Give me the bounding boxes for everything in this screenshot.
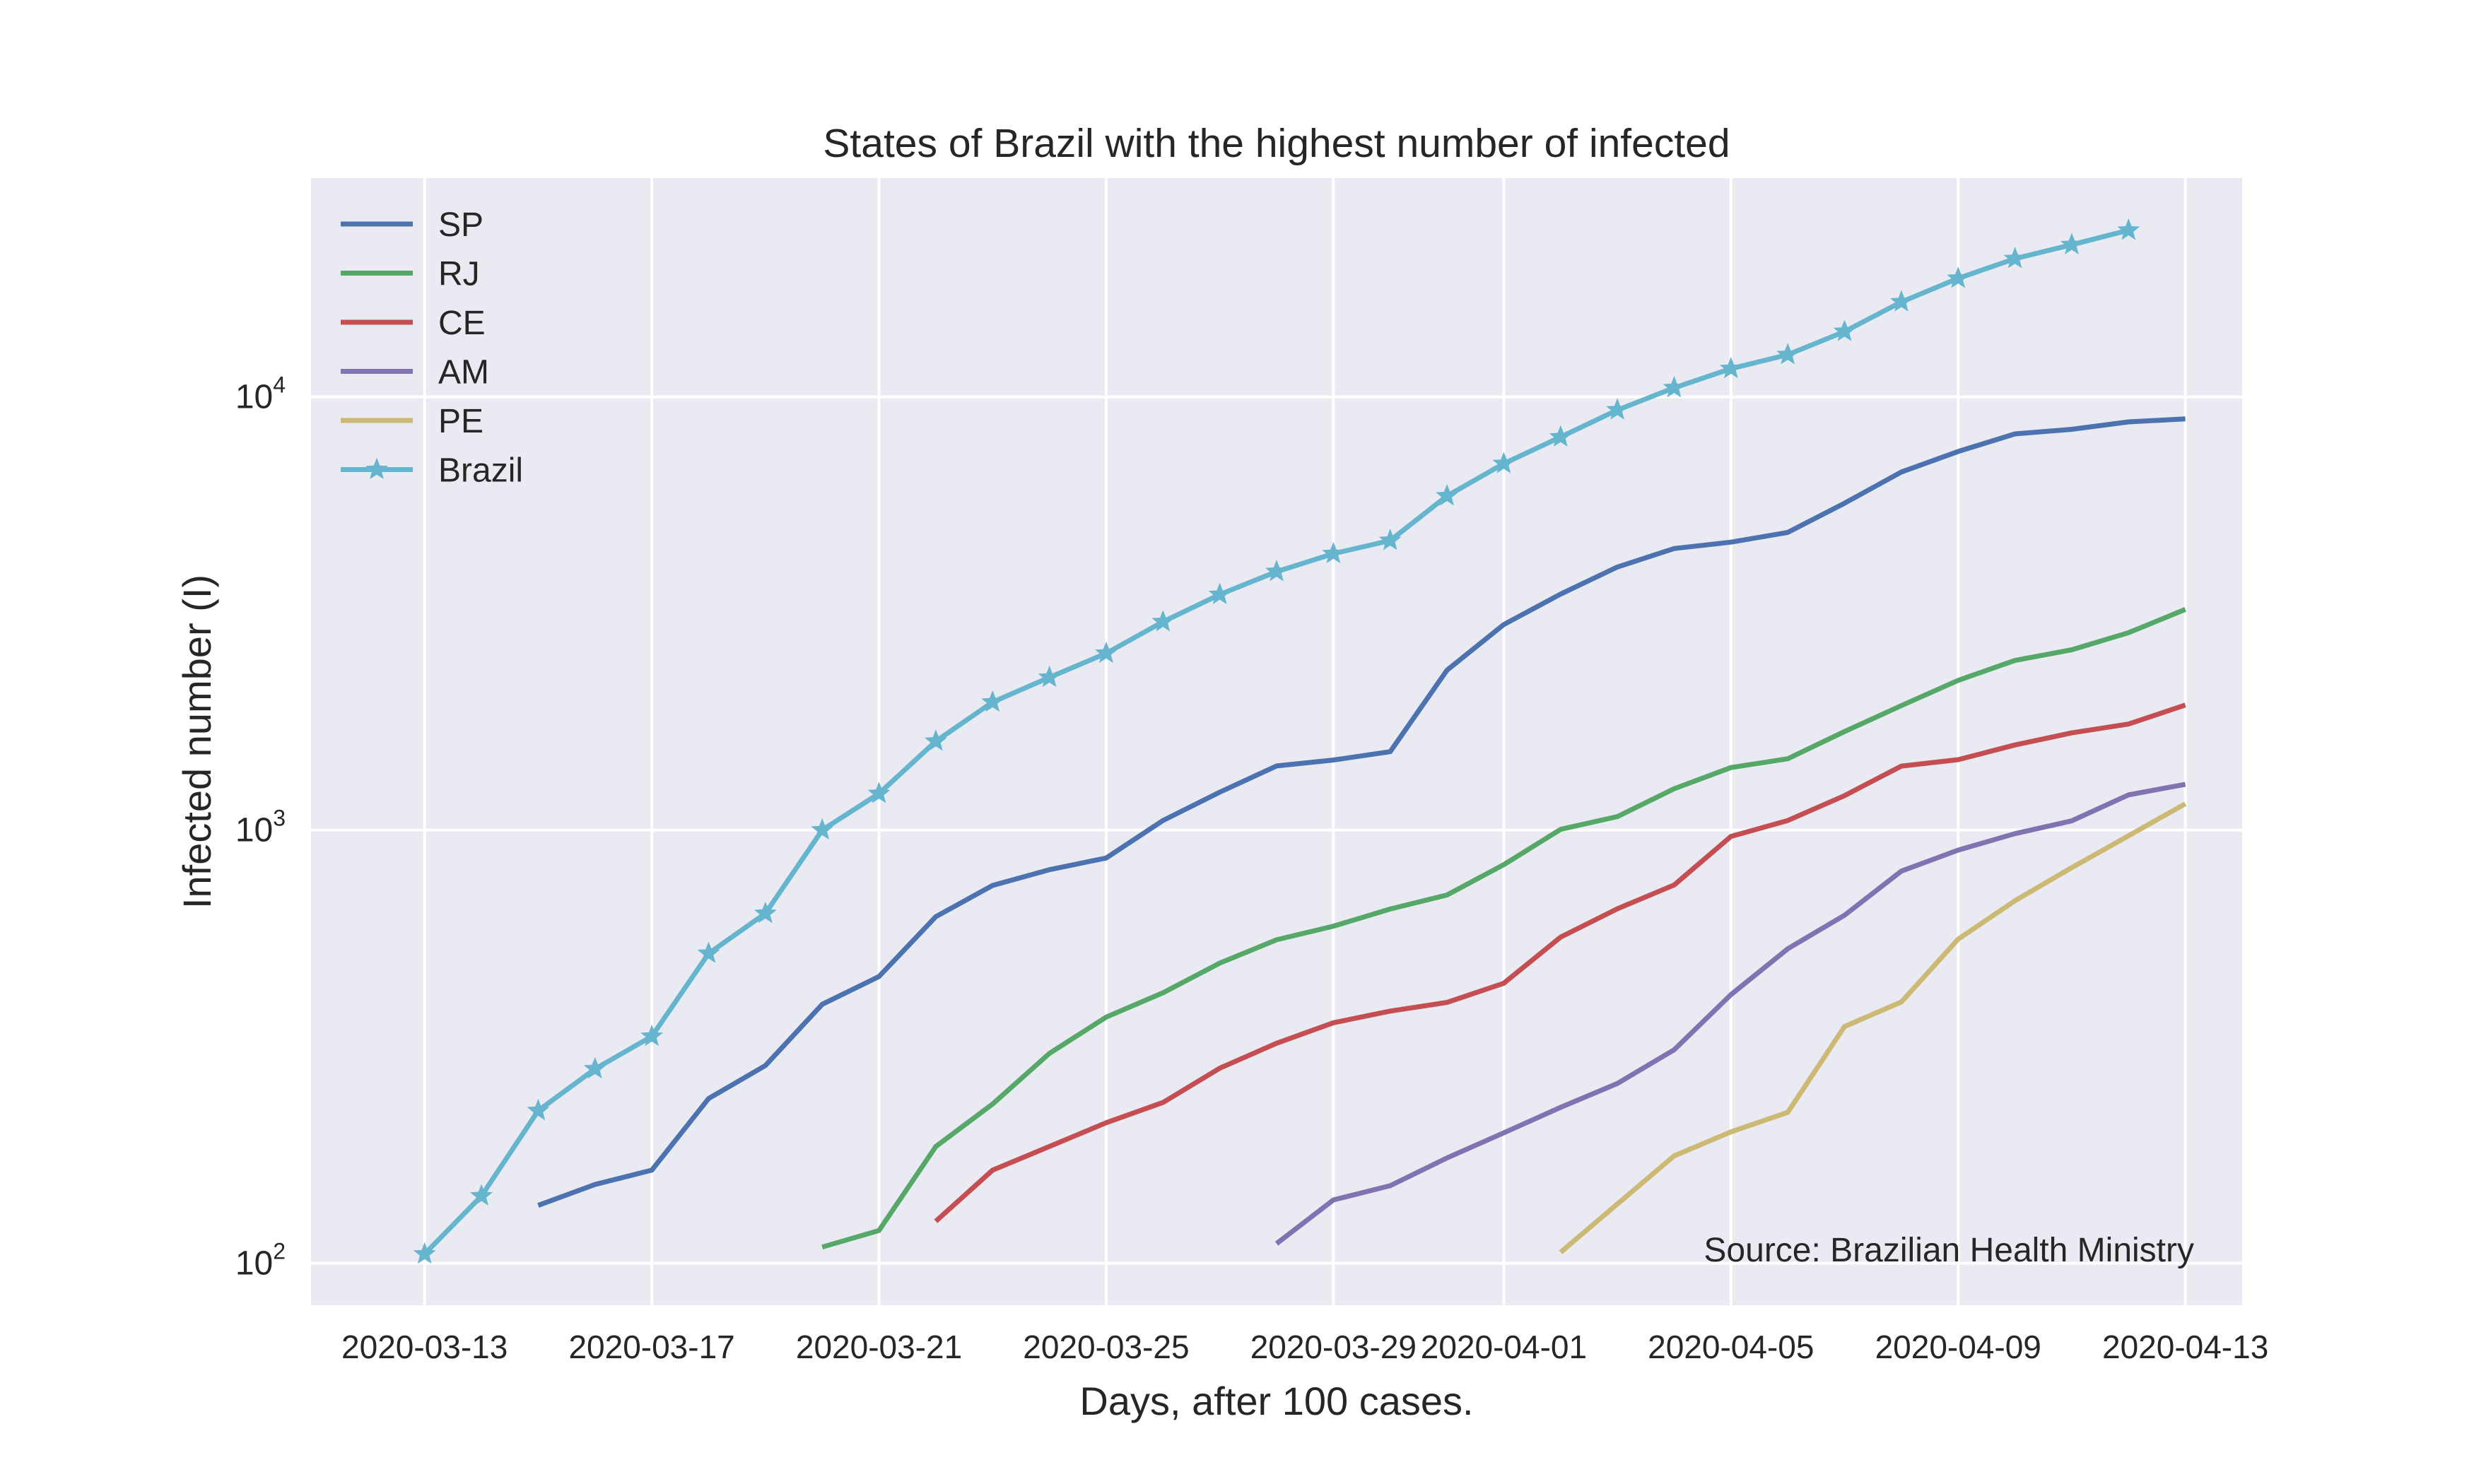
y-tick-label: 102	[235, 1239, 286, 1283]
series-point-brazil	[1492, 452, 1516, 473]
series-point-brazil	[1776, 343, 1800, 365]
y-tick-base: 10	[235, 1245, 273, 1283]
y-tick-exponent: 3	[273, 806, 286, 831]
legend-label-am: AM	[438, 354, 489, 391]
chart-title: States of Brazil with the highest number…	[823, 121, 1730, 166]
series-point-brazil	[2003, 247, 2027, 269]
series-line-am	[1274, 782, 2186, 1246]
y-axis-label: Infected number (I)	[175, 575, 219, 909]
series-point-brazil	[1322, 541, 1345, 564]
series-point-brazil	[924, 729, 947, 751]
x-axis-label: Days, after 100 cases.	[1079, 1379, 1473, 1423]
legend-label-brazil: Brazil	[438, 452, 523, 490]
y-tick-base: 10	[235, 379, 273, 416]
series-point-brazil	[811, 818, 834, 840]
x-tick-label: 2020-03-21	[796, 1329, 962, 1365]
series-point-brazil	[1378, 529, 1402, 550]
x-tick-label: 2020-03-13	[341, 1329, 508, 1365]
series-point-brazil	[527, 1098, 550, 1121]
series-point-brazil	[867, 782, 891, 803]
series-markers	[413, 218, 2140, 1264]
series-line-pe	[1559, 801, 2187, 1254]
series-point-brazil	[1436, 484, 1459, 506]
series-point-brazil	[1889, 290, 1913, 312]
series-line-sp	[537, 416, 2186, 1208]
y-tick-base: 10	[235, 812, 273, 849]
legend-label-pe: PE	[438, 403, 483, 440]
x-tick-label: 2020-03-17	[568, 1329, 734, 1365]
x-tick-label: 2020-04-09	[1875, 1329, 2041, 1365]
series-point-brazil	[1038, 665, 1061, 688]
series-point-brazil	[1208, 582, 1231, 604]
source-annotation: Source: Brazilian Health Ministry	[1704, 1232, 2194, 1269]
plot-area	[311, 178, 2242, 1305]
legend-label-sp: SP	[438, 206, 483, 244]
x-tick-label: 2020-03-29	[1250, 1329, 1417, 1365]
series-point-brazil	[640, 1024, 664, 1047]
series-point-brazil	[1719, 356, 1742, 379]
series-point-brazil	[697, 941, 720, 963]
series-point-brazil	[754, 901, 777, 924]
x-tick-label: 2020-03-25	[1023, 1329, 1189, 1365]
legend: SP RJ CE AM PE Brazil	[341, 206, 523, 490]
legend-marker-brazil	[365, 457, 388, 480]
x-tick-label: 2020-04-01	[1421, 1329, 1587, 1365]
legend-label-ce: CE	[438, 305, 486, 342]
x-tick-label: 2020-04-13	[2102, 1329, 2268, 1365]
series-point-brazil	[1265, 560, 1288, 582]
series-line-ce	[934, 702, 2186, 1223]
series-point-brazil	[981, 690, 1004, 712]
legend-label-rj: RJ	[438, 256, 480, 293]
series-point-brazil	[1151, 610, 1175, 632]
y-tick-exponent: 4	[273, 372, 286, 398]
y-tick-label: 104	[235, 372, 286, 416]
series-point-brazil	[583, 1056, 606, 1079]
x-tick-label: 2020-04-05	[1648, 1329, 1814, 1365]
series-point-brazil	[1833, 319, 1856, 341]
series-point-brazil	[1947, 266, 1970, 288]
series-line-rj	[821, 607, 2186, 1250]
series-point-brazil	[413, 1242, 436, 1264]
series-point-brazil	[1606, 398, 1629, 420]
series-point-brazil	[1663, 376, 1686, 398]
series-point-brazil	[1094, 641, 1118, 664]
y-tick-label: 103	[235, 806, 286, 849]
series-point-brazil	[1549, 425, 1572, 447]
y-tick-exponent: 2	[273, 1239, 286, 1264]
series-point-brazil	[470, 1184, 493, 1206]
x-tick-labels: 2020-03-13 2020-03-17 2020-03-21 2020-03-25…	[341, 1329, 2268, 1365]
series-point-brazil	[2117, 218, 2140, 240]
grid-lines	[311, 178, 2242, 1305]
series-point-brazil	[2060, 232, 2083, 254]
